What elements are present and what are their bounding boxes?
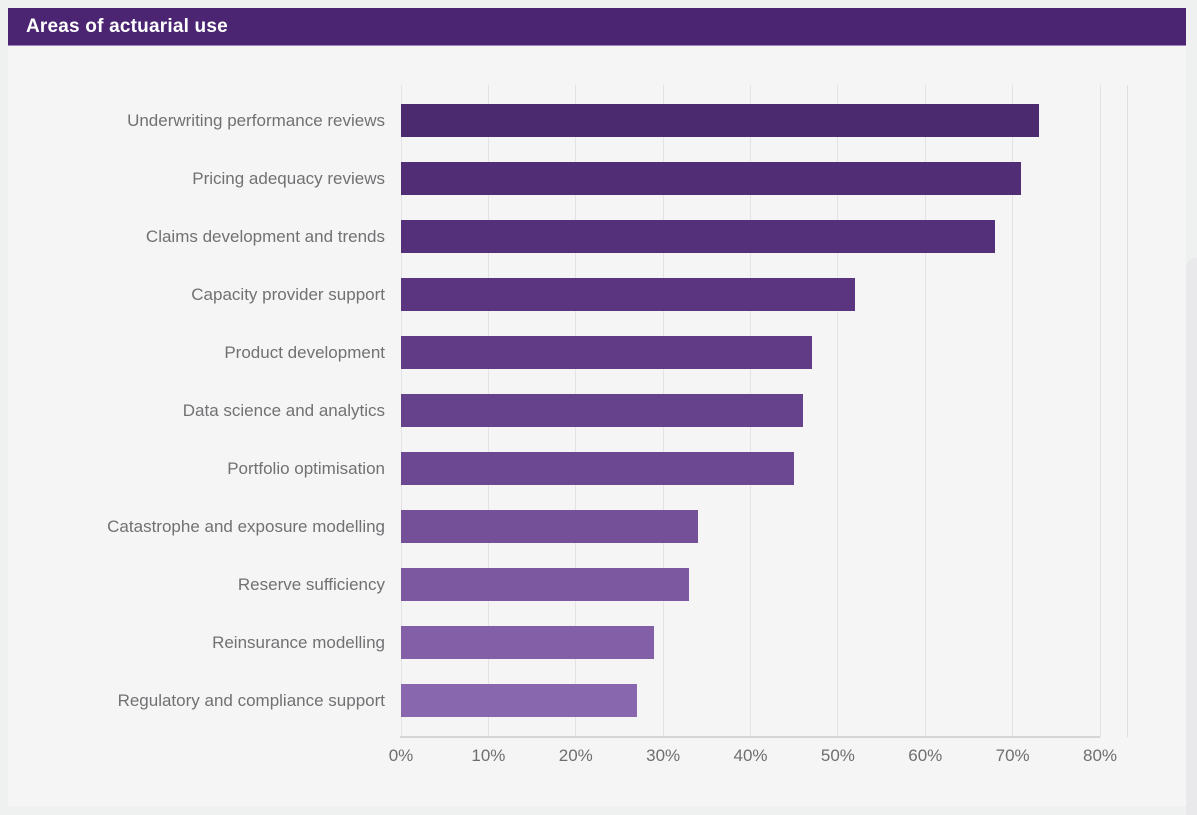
- next-page-edge: [1186, 258, 1197, 815]
- x-axis-tick-label: 40%: [733, 746, 768, 765]
- category-label: Pricing adequacy reviews: [192, 169, 385, 188]
- category-label: Portfolio optimisation: [227, 459, 385, 478]
- chart-card: Areas of actuarial use 0% 10% 20% 30% 40% 50%…: [8, 8, 1186, 806]
- gridline: [924, 85, 926, 737]
- x-axis-tick-label: 20%: [558, 746, 593, 765]
- x-axis-tick-label: 30%: [646, 746, 681, 765]
- category-label: Claims development and trends: [145, 227, 385, 246]
- plot-area-right-border: [1127, 85, 1128, 737]
- x-axis-tick-label: 60%: [908, 746, 943, 765]
- bar: [401, 278, 856, 311]
- bar: [401, 510, 699, 543]
- bar: [401, 220, 996, 253]
- category-label: Regulatory and compliance support: [117, 691, 385, 710]
- x-axis-tick-label: 10%: [471, 746, 506, 765]
- gridline: [1012, 85, 1014, 737]
- category-label: Data science and analytics: [182, 401, 385, 420]
- x-axis-tick-label: 70%: [995, 746, 1030, 765]
- bar: [401, 104, 1039, 137]
- x-axis-tick-label: 50%: [820, 746, 855, 765]
- x-axis-line: [400, 736, 1100, 738]
- x-axis-tick-label: 0%: [388, 746, 414, 765]
- bar: [401, 452, 795, 485]
- chart-title-banner: Areas of actuarial use: [8, 8, 1186, 46]
- bar: [401, 626, 655, 659]
- chart-title: Areas of actuarial use: [26, 16, 228, 37]
- bar: [401, 684, 637, 717]
- category-label: Catastrophe and exposure modelling: [107, 517, 385, 536]
- bar: [401, 568, 690, 601]
- category-label: Underwriting performance reviews: [127, 111, 385, 130]
- bar: [401, 162, 1022, 195]
- bar: [401, 336, 812, 369]
- category-label: Reinsurance modelling: [212, 633, 385, 652]
- category-label: Capacity provider support: [191, 285, 385, 304]
- category-label: Product development: [224, 343, 385, 362]
- gridline: [837, 85, 839, 737]
- bar: [401, 394, 803, 427]
- gridline: [1099, 85, 1101, 737]
- category-label: Reserve sufficiency: [237, 575, 385, 594]
- x-axis-tick-label: 80%: [1082, 746, 1118, 765]
